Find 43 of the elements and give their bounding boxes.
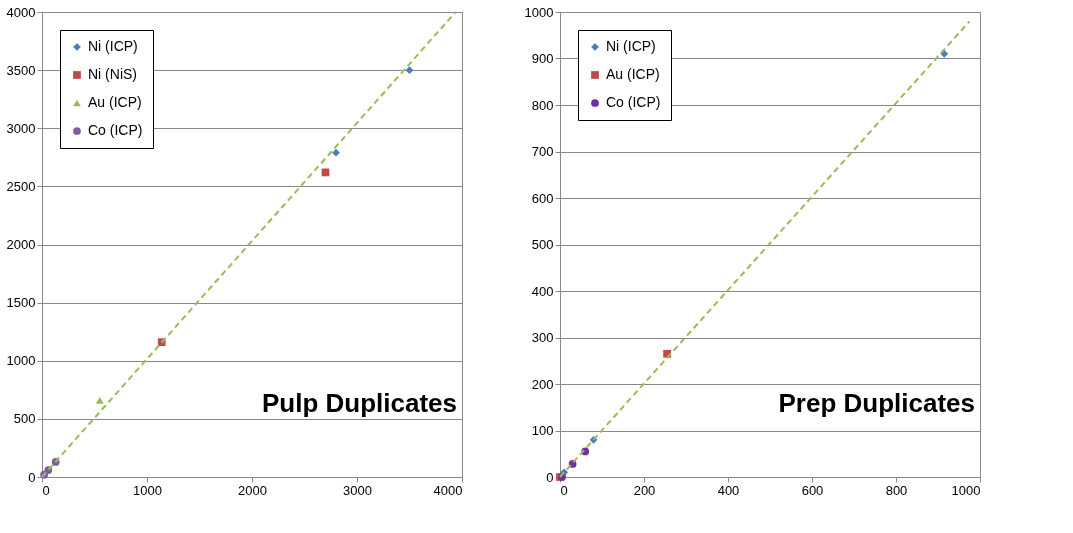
- y-tick-label: 700: [531, 144, 554, 159]
- y-tick-label: 600: [531, 190, 554, 206]
- x-tick-label: 0: [42, 482, 50, 498]
- y-tick-label: 2500: [6, 178, 36, 194]
- legend-label: Au (ICP): [606, 66, 660, 82]
- y-tick-label: 2000: [6, 237, 36, 252]
- y-tick-label: 900: [531, 51, 554, 66]
- y-tick-label: 1000: [524, 4, 554, 20]
- y-tick-label: 1500: [6, 295, 36, 311]
- x-tick-label: 200: [633, 482, 656, 498]
- legend-label: Au (ICP): [88, 94, 142, 110]
- y-tick-label: 800: [531, 97, 554, 113]
- y-tick-label: 3500: [6, 62, 36, 78]
- y-tick-label: 500: [531, 237, 554, 252]
- x-tick-label: 4000: [433, 482, 463, 498]
- legend-label: Ni (ICP): [606, 38, 656, 54]
- x-tick-label: 400: [717, 482, 740, 498]
- annotation: Pulp Duplicates: [261, 388, 457, 418]
- x-tick-label: 600: [801, 482, 824, 498]
- legend-label: Co (ICP): [606, 94, 661, 110]
- x-tick-label: 0: [560, 482, 568, 498]
- y-tick-label: 200: [531, 376, 554, 392]
- y-tick-label: 500: [13, 411, 36, 427]
- point: [405, 66, 414, 74]
- y-tick-label: 400: [531, 283, 554, 299]
- y-tick-label: 0: [28, 469, 36, 485]
- annotation: Prep Duplicates: [778, 388, 975, 418]
- x-tick-label: 2000: [238, 482, 267, 498]
- legend-label: Co (ICP): [88, 122, 143, 138]
- y-tick-label: 1000: [6, 353, 36, 369]
- legend-label: Ni (ICP): [88, 38, 138, 54]
- y-tick-label: 100: [531, 423, 554, 438]
- point: [95, 396, 104, 404]
- x-tick-label: 1000: [133, 482, 162, 498]
- x-tick-label: 3000: [343, 482, 372, 498]
- point: [332, 148, 340, 157]
- x-tick-label: 800: [885, 482, 908, 498]
- y-tick-label: 4000: [6, 4, 36, 20]
- legend-label: Ni (NiS): [88, 66, 137, 82]
- y-tick-label: 3000: [6, 120, 36, 136]
- y-tick-label: 0: [546, 469, 554, 485]
- y-tick-label: 300: [531, 330, 554, 345]
- x-tick-label: 1000: [951, 482, 981, 498]
